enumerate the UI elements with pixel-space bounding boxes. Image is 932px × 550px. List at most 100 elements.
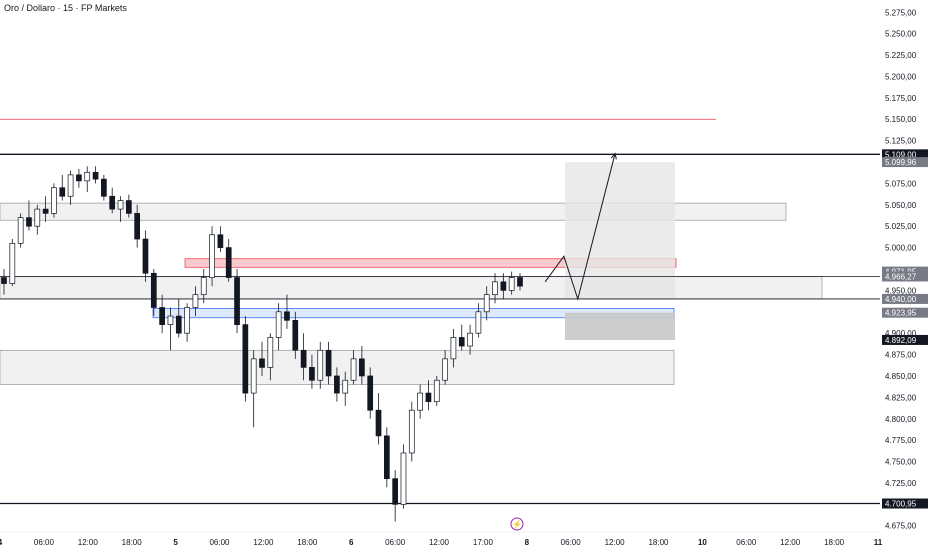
candle-body — [309, 367, 315, 381]
y-tick-label: 5.250,00 — [885, 30, 917, 39]
price-tag — [882, 157, 928, 168]
x-tick-label: 17:00 — [473, 538, 494, 547]
candle-body — [483, 294, 490, 313]
y-tick-label: 5.225,00 — [885, 51, 917, 60]
candle-body — [9, 242, 16, 284]
candle-body — [217, 234, 224, 248]
candle-body — [275, 311, 282, 338]
y-tick-label: 4.950,00 — [885, 286, 917, 295]
candle-body — [458, 337, 465, 347]
candle-body — [209, 234, 215, 278]
candle-body — [134, 213, 141, 240]
candle-body — [350, 358, 357, 381]
price-tag-label: 4.966,27 — [885, 272, 917, 281]
y-tick-label: 4.875,00 — [885, 351, 917, 360]
y-tick-label: 5.075,00 — [885, 179, 917, 188]
candle-body — [234, 277, 240, 325]
candle-body — [342, 379, 349, 394]
candle-body — [175, 315, 182, 334]
candle-body — [125, 200, 132, 214]
x-tick-label: 12:00 — [780, 538, 801, 547]
y-tick-label: 5.275,00 — [885, 8, 917, 17]
y-tick-label: 4.850,00 — [885, 372, 917, 381]
candle-body — [433, 379, 440, 402]
candle-body — [267, 337, 274, 368]
candle-body — [359, 358, 365, 377]
projection-arrow — [544, 153, 616, 301]
candle-body — [242, 324, 249, 394]
price-tag-label: 4.923,95 — [885, 309, 917, 318]
x-tick-label: 06:00 — [736, 538, 757, 547]
y-tick-label: 4.675,00 — [885, 522, 917, 531]
price-tag — [882, 307, 928, 318]
x-tick-label: 4 — [0, 538, 3, 547]
candle-body — [517, 277, 523, 287]
price-tag-label: 4.940,00 — [885, 295, 917, 304]
candle-body — [67, 174, 74, 197]
x-tick-label: 12:00 — [429, 538, 450, 547]
stop-zone — [565, 312, 675, 341]
candle-body — [92, 171, 99, 180]
candle-body — [1, 277, 7, 284]
candle-body — [500, 281, 507, 291]
y-tick-label: 5.125,00 — [885, 137, 917, 146]
candle-body — [167, 315, 174, 325]
candle-body — [109, 195, 116, 210]
candle-body — [408, 409, 415, 454]
candle-body — [184, 307, 190, 334]
zone-gray — [0, 276, 823, 300]
candle-body — [284, 311, 290, 321]
x-tick-label: 11 — [874, 538, 883, 547]
candle-body — [51, 187, 57, 214]
price-tag — [882, 271, 928, 282]
y-tick-label: 5.050,00 — [885, 201, 917, 210]
candle-body — [34, 208, 41, 227]
price-tag-label: 4.892,09 — [885, 336, 917, 345]
candle-body — [383, 435, 390, 480]
y-tick-label: 5.200,00 — [885, 72, 917, 81]
candle-body — [192, 294, 199, 308]
x-tick-label: 06:00 — [561, 538, 582, 547]
y-tick-label: 4.750,00 — [885, 458, 917, 467]
x-tick-label: 06:00 — [385, 538, 406, 547]
candle-body — [250, 358, 257, 394]
candle-body — [317, 349, 324, 381]
y-tick-label: 5.000,00 — [885, 244, 917, 253]
candle-body — [150, 272, 157, 308]
candle-body — [159, 307, 165, 325]
y-tick-label: 5.175,00 — [885, 94, 917, 103]
x-tick-label: 12:00 — [253, 538, 274, 547]
candle-body — [225, 247, 232, 278]
x-tick-label: 10 — [698, 538, 707, 547]
lightning-icon — [510, 517, 524, 531]
candle-body — [492, 281, 498, 296]
y-tick-label: 4.900,00 — [885, 329, 917, 338]
candle-body — [467, 332, 473, 347]
y-tick-label: 4.825,00 — [885, 393, 917, 402]
candle-body — [417, 392, 423, 411]
arrow-head — [610, 152, 617, 160]
price-tag-label: 5.109,00 — [885, 150, 917, 159]
x-tick-label: 18:00 — [297, 538, 318, 547]
y-tick-label: 4.800,00 — [885, 415, 917, 424]
zone-red — [184, 258, 677, 268]
y-tick-label: 5.025,00 — [885, 222, 917, 231]
candle-body — [101, 178, 107, 197]
candle-body — [292, 319, 299, 351]
x-tick-label: 18:00 — [122, 538, 143, 547]
x-tick-label: 8 — [525, 538, 530, 547]
candle-body — [392, 478, 399, 505]
x-tick-label: 18:00 — [824, 538, 845, 547]
candle-body — [375, 409, 382, 437]
candle-body — [117, 200, 124, 210]
candle-body — [450, 337, 457, 360]
candle-body — [26, 217, 32, 227]
candle-body — [508, 277, 515, 291]
x-tick-label: 12:00 — [78, 538, 99, 547]
candle-body — [200, 277, 207, 296]
candle-body — [325, 349, 332, 377]
candle-body — [367, 375, 374, 411]
x-tick-label: 06:00 — [34, 538, 55, 547]
candle-body — [17, 217, 24, 244]
